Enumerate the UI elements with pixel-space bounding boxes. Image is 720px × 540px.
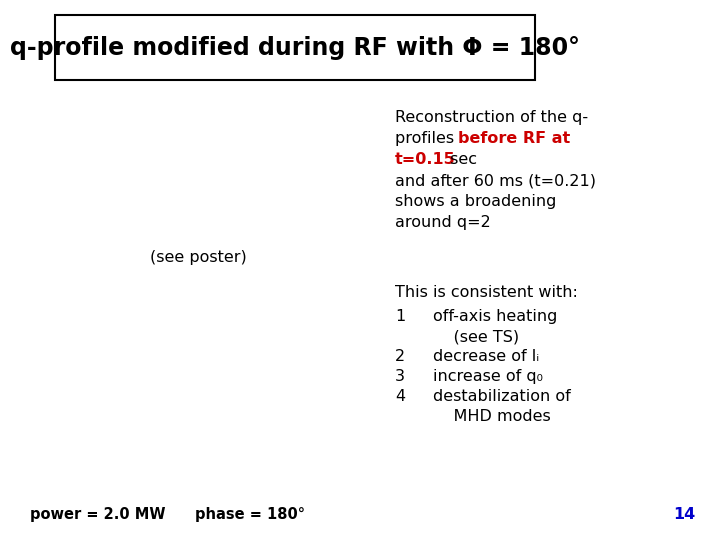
FancyBboxPatch shape bbox=[55, 15, 535, 80]
Text: off-axis heating: off-axis heating bbox=[433, 309, 557, 324]
Text: and after 60 ms (t=0.21): and after 60 ms (t=0.21) bbox=[395, 173, 596, 188]
Text: shows a broadening: shows a broadening bbox=[395, 194, 557, 209]
Text: (see poster): (see poster) bbox=[150, 250, 247, 265]
Text: 14: 14 bbox=[672, 507, 695, 522]
Text: 3: 3 bbox=[395, 369, 405, 384]
Text: power = 2.0 MW: power = 2.0 MW bbox=[30, 507, 166, 522]
Text: q-profile modified during RF with Φ = 180°: q-profile modified during RF with Φ = 18… bbox=[10, 36, 580, 59]
Text: 1: 1 bbox=[395, 309, 405, 324]
Text: (see TS): (see TS) bbox=[433, 329, 519, 344]
Text: profiles: profiles bbox=[395, 131, 459, 146]
Text: destabilization of: destabilization of bbox=[433, 389, 571, 404]
Text: t=0.15: t=0.15 bbox=[395, 152, 456, 167]
Text: MHD modes: MHD modes bbox=[433, 409, 551, 424]
Text: decrease of lᵢ: decrease of lᵢ bbox=[433, 349, 539, 364]
Text: sec: sec bbox=[445, 152, 477, 167]
Text: phase = 180°: phase = 180° bbox=[195, 507, 305, 522]
Text: increase of q₀: increase of q₀ bbox=[433, 369, 543, 384]
Text: Reconstruction of the q-: Reconstruction of the q- bbox=[395, 110, 588, 125]
Text: before RF at: before RF at bbox=[458, 131, 570, 146]
Text: 2: 2 bbox=[395, 349, 405, 364]
Text: This is consistent with:: This is consistent with: bbox=[395, 285, 578, 300]
Text: 4: 4 bbox=[395, 389, 405, 404]
Text: around q=2: around q=2 bbox=[395, 215, 491, 230]
